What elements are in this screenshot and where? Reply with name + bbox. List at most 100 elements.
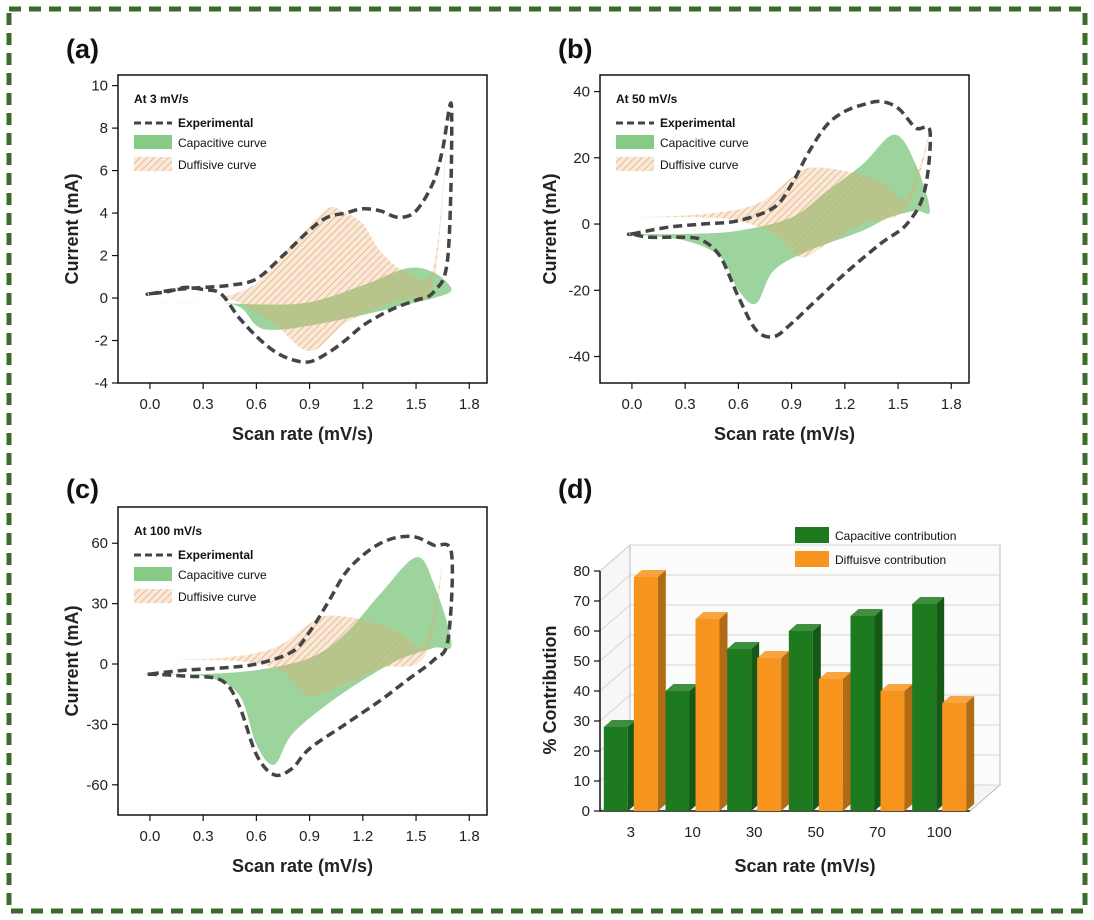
annotation-label: At 100 mV/s <box>134 524 202 538</box>
y-tick-label: 40 <box>573 683 590 700</box>
y-axis-title: Current (mA) <box>62 605 82 716</box>
x-tick-label: 100 <box>927 824 952 841</box>
diffusive-area <box>142 563 443 697</box>
legend-label-diffusive: Duffisive curve <box>178 158 257 172</box>
gridline <box>599 604 1000 632</box>
y-tick-label: 4 <box>100 205 108 222</box>
annotation-label: At 50 mV/s <box>616 92 678 106</box>
y-tick-label: -4 <box>95 375 108 392</box>
bar-capacitive <box>603 720 636 811</box>
dashed-border <box>6 6 1088 914</box>
bar-front <box>633 577 658 811</box>
panel-a: (a) 0.0 0.3 0.6 0.9 1.2 1.5 1.8 -4 -2 0 2 4 6 8 10 Scan … <box>62 34 488 444</box>
bar-top <box>603 720 636 727</box>
legend-swatch-diffusive <box>134 589 172 603</box>
x-axis-title: Scan rate (mV/s) <box>232 424 373 444</box>
bar-capacitive <box>665 684 698 811</box>
bar-side <box>781 651 790 811</box>
legend-label-experimental: Experimental <box>178 116 253 130</box>
x-tick-label: 10 <box>684 824 701 841</box>
x-tick-label: 0.6 <box>246 396 267 413</box>
x-tick-label: 1.8 <box>459 396 480 413</box>
y-axis-title: Current (mA) <box>540 173 560 284</box>
legend-swatch-capacitive <box>134 135 172 149</box>
x-tick-label: 3 <box>627 824 635 841</box>
x-tick-label: 70 <box>869 824 886 841</box>
bar-side <box>657 570 666 811</box>
panel-d: (d) 0 10 20 30 40 50 60 70 80 3 10 30 50 70 100 Scan rat… <box>540 474 1002 876</box>
x-tick-label: 0.3 <box>193 396 214 413</box>
y-tick-label: 10 <box>573 773 590 790</box>
bar-top <box>633 570 666 577</box>
x-tick-label: 0.9 <box>299 828 320 845</box>
bar-side <box>842 672 851 811</box>
y-tick-label: 0 <box>100 656 108 673</box>
bar-front <box>880 691 905 811</box>
x-tick-label: 50 <box>807 824 824 841</box>
x-tick-label: 1.5 <box>406 396 427 413</box>
x-axis-title: Scan rate (mV/s) <box>734 856 875 876</box>
x-axis-title: Scan rate (mV/s) <box>232 856 373 876</box>
y-tick-label: 30 <box>573 713 590 730</box>
diffusive-area <box>217 117 448 352</box>
experimental-curve <box>626 99 933 339</box>
legend-label-capacitive: Capacitive contribution <box>835 529 956 543</box>
x-tick-label: 30 <box>746 824 763 841</box>
legend-label-diffusive: Duffisive curve <box>178 590 257 604</box>
gridline <box>599 544 1000 572</box>
bar-side <box>966 696 975 811</box>
bar-top <box>788 624 821 631</box>
bar-front <box>695 619 720 811</box>
capacitive-area <box>143 557 452 765</box>
bar-diffusive <box>942 696 975 811</box>
y-tick-label: 10 <box>91 78 108 95</box>
bar-front <box>818 679 843 811</box>
legend-label-capacitive: Capacitive curve <box>178 136 267 150</box>
bar-diffusive <box>695 612 728 811</box>
bar-capacitive <box>727 642 760 811</box>
bar-top <box>942 696 975 703</box>
x-tick-label: 0.9 <box>781 396 802 413</box>
bar-side <box>719 612 728 811</box>
legend-swatch-diffusive <box>134 157 172 171</box>
x-tick-label: 0.3 <box>675 396 696 413</box>
legend-label-experimental: Experimental <box>178 548 253 562</box>
x-tick-label: 1.5 <box>888 396 909 413</box>
bar-front <box>912 604 937 811</box>
y-tick-label: 0 <box>100 290 108 307</box>
y-axis-title: Current (mA) <box>62 173 82 284</box>
bar-top <box>695 612 728 619</box>
panel-label: (a) <box>66 34 99 64</box>
bar-top <box>818 672 851 679</box>
bar-top <box>727 642 760 649</box>
bar-capacitive <box>912 597 945 811</box>
y-tick-label: 20 <box>573 150 590 167</box>
y-tick-label: 60 <box>573 623 590 640</box>
x-tick-label: 1.2 <box>352 396 373 413</box>
x-tick-label: 1.2 <box>834 396 855 413</box>
y-tick-label: -2 <box>95 333 108 350</box>
bar-side <box>904 684 913 811</box>
y-axis-title: % Contribution <box>540 626 560 755</box>
legend-label-experimental: Experimental <box>660 116 735 130</box>
y-tick-label: -60 <box>86 777 108 794</box>
y-tick-label: 40 <box>573 84 590 101</box>
bar-top <box>665 684 698 691</box>
bar-capacitive <box>850 609 883 811</box>
y-tick-label: -30 <box>86 716 108 733</box>
legend-label-diffusive: Diffuisve contribution <box>835 553 946 567</box>
gridline <box>599 574 1000 602</box>
experimental-curve <box>145 101 454 364</box>
bar-front <box>942 703 967 811</box>
panel-label: (c) <box>66 474 99 504</box>
x-tick-label: 0.3 <box>193 828 214 845</box>
y-tick-label: 50 <box>573 653 590 670</box>
bar-diffusive <box>633 570 666 811</box>
y-tick-label: 2 <box>100 248 108 265</box>
legend-swatch-diffusive <box>616 157 654 171</box>
panel-b: (b) 0.0 0.3 0.6 0.9 1.2 1.5 1.8 -40 -20 0 20 40 Scan … <box>540 34 970 444</box>
y-tick-label: 20 <box>573 743 590 760</box>
y-tick-label: -40 <box>568 349 590 366</box>
legend-swatch-capacitive <box>795 527 829 543</box>
